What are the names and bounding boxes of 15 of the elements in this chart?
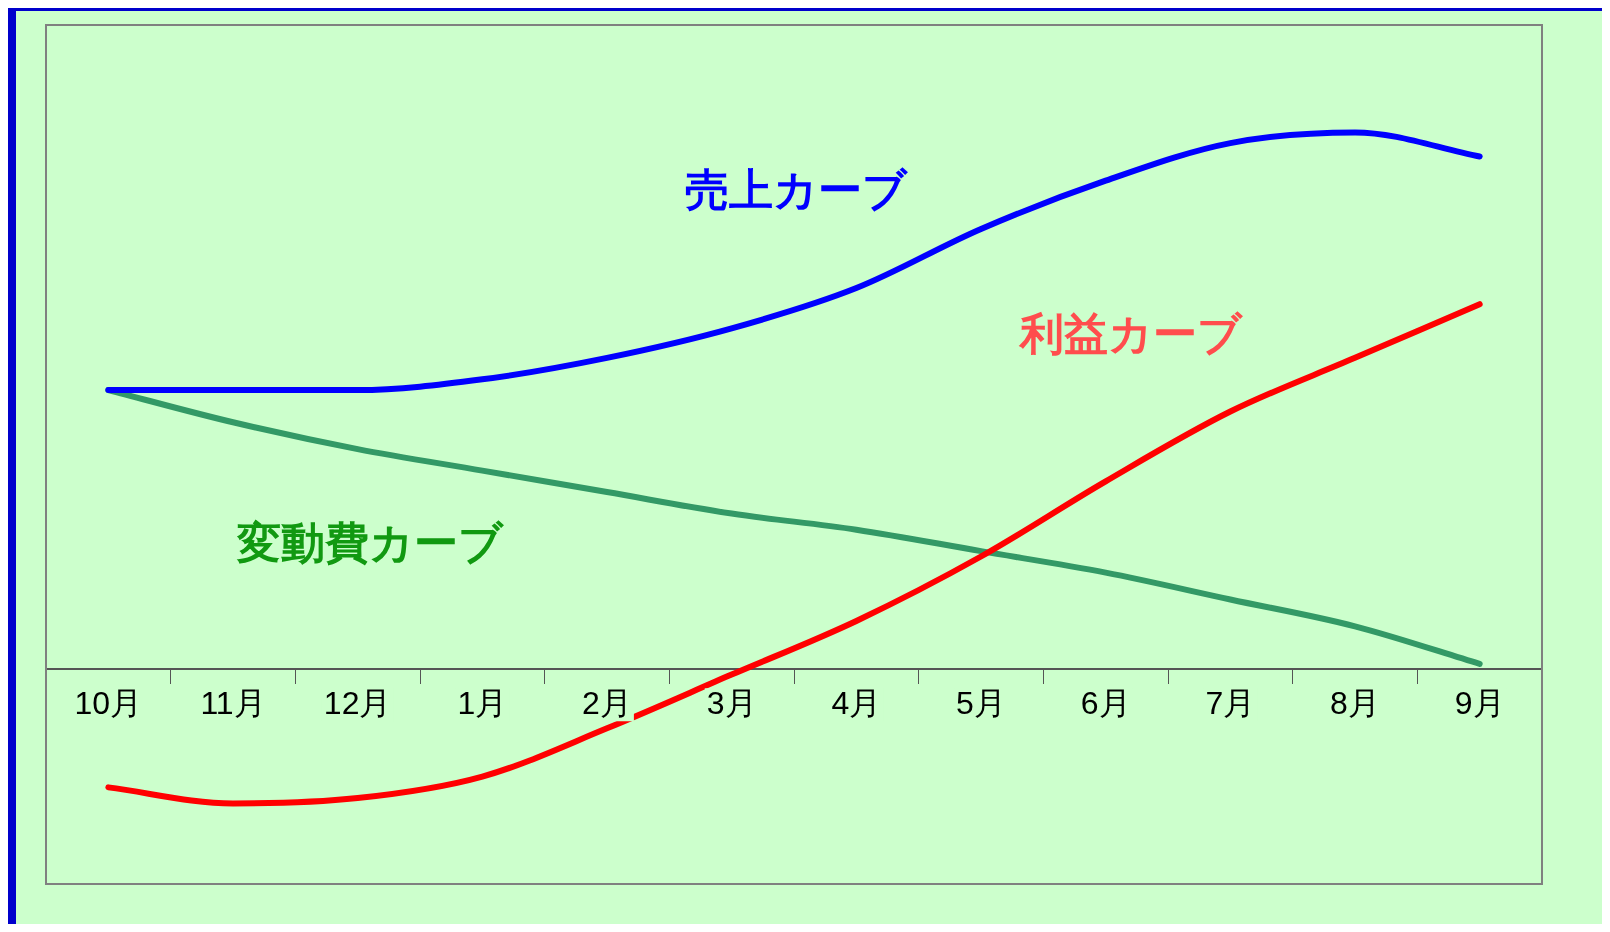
x-tick-label: 6月 [1080, 685, 1131, 722]
x-tick-label: 11月 [200, 685, 266, 722]
x-tick-label: 2月 [582, 685, 632, 722]
x-tick-label: 8月 [1330, 685, 1380, 722]
series-label: 利益カーブ [1017, 307, 1243, 359]
x-tick-label: 12月 [323, 685, 392, 722]
x-tick-label: 10月 [74, 685, 143, 722]
series-label: 変動費カーブ [236, 516, 505, 568]
x-tick-label: 9月 [1454, 685, 1505, 722]
x-tick-label: 1月 [457, 685, 508, 722]
x-tick-label: 3月 [706, 685, 757, 722]
x-tick-label: 5月 [956, 685, 1006, 722]
x-tick-label: 7月 [1205, 685, 1256, 722]
x-tick-label: 4月 [831, 685, 882, 722]
series-label: 売上カーブ [685, 163, 909, 215]
